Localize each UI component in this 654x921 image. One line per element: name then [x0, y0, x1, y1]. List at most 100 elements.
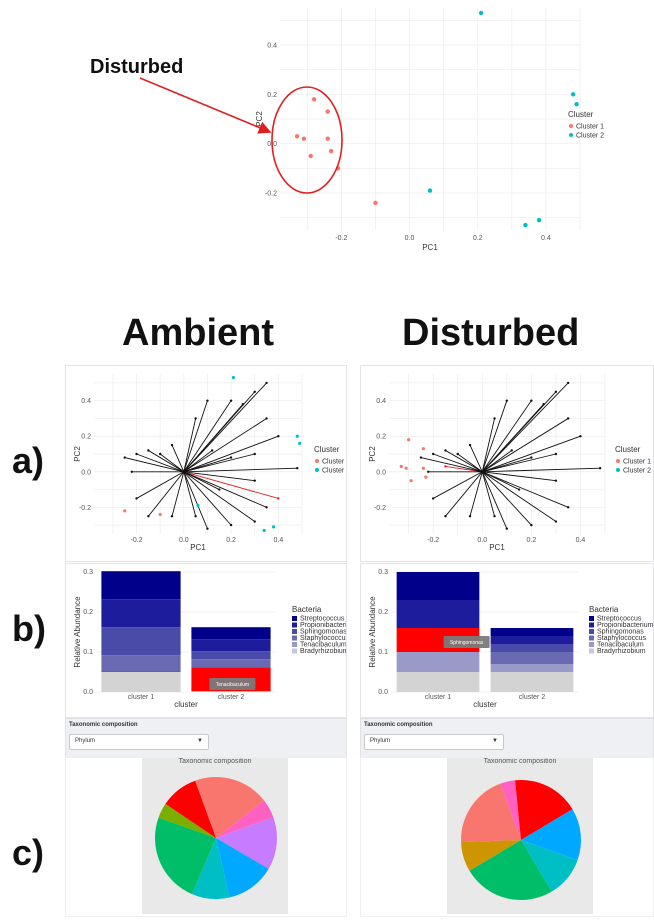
legend-swatch: [569, 133, 573, 137]
y-tick-label: 0.4: [267, 43, 277, 50]
legend-swatch: [616, 468, 620, 472]
loading-arrow-tip: [444, 449, 447, 452]
legend-swatch: [616, 459, 620, 463]
x-tick-label: cluster 1: [425, 694, 452, 701]
loading-arrow-tip: [444, 515, 447, 518]
loading-arrow-tip: [566, 417, 570, 420]
loading-arrow: [481, 400, 508, 472]
loading-arrow-tip: [468, 443, 472, 447]
bar-segment: [490, 636, 574, 644]
phylum-select-ambient-value: Phylum: [75, 738, 96, 744]
pie-slice: [469, 840, 552, 900]
loading-arrow-tip: [530, 523, 533, 527]
y-axis-label: Relative Abundance: [368, 596, 377, 668]
cluster-2-point: [196, 503, 200, 508]
cluster-2-point: [574, 102, 579, 107]
x-axis-label: PC1: [489, 543, 505, 552]
loading-arrow-tip: [135, 497, 138, 500]
y-tick-label: 0.1: [378, 649, 388, 656]
legend-label: Streptococcus: [300, 616, 345, 623]
bar-segment: [490, 664, 574, 672]
biplot-disturbed-panel: -0.2 0.0 0.2 0.4 -0.2 0.0 0.2 0.4 PC1 PC2 Cluster C…: [360, 365, 654, 562]
cluster-1-point: [399, 464, 403, 469]
loading-arrow-tip: [158, 452, 162, 456]
annotation-ellipse: [271, 86, 343, 194]
loading-arrow-tip: [505, 399, 509, 402]
phylum-select-disturbed-value: Phylum: [370, 738, 391, 744]
legend-title: Cluster: [568, 110, 594, 119]
loading-arrow-tip: [510, 449, 513, 452]
y-axis-label: Relative Abundance: [73, 596, 82, 668]
pie-slice: [216, 800, 274, 838]
loading-arrow: [183, 467, 298, 473]
loading-arrow-tip: [431, 452, 435, 456]
loading-arrow: [124, 457, 184, 473]
loading-arrow-tip: [147, 515, 150, 518]
x-tick-label: 0.0: [405, 235, 415, 242]
loading-arrow: [183, 400, 208, 472]
cluster-2-point: [523, 222, 528, 228]
loading-arrow-tip: [554, 479, 558, 482]
loading-arrow: [183, 471, 220, 490]
x-tick-label: cluster 1: [128, 694, 155, 701]
cluster-1-point: [407, 438, 411, 442]
cluster-2-point: [231, 375, 236, 380]
loading-arrow: [183, 382, 267, 473]
y-tick-label: -0.2: [374, 505, 386, 512]
x-tick-label: 0.2: [226, 537, 236, 544]
y-tick-label: 0.2: [376, 434, 386, 441]
loading-arrow-tip: [566, 506, 570, 509]
legend-label: Tenacibaculum: [597, 642, 644, 649]
legend-swatch: [292, 629, 297, 634]
loading-arrow-tip: [444, 465, 447, 468]
taxonomic-control-ambient: Taxonomic composition Phylum ▼: [65, 718, 347, 758]
annotation-overlay: [139, 77, 343, 194]
loading-arrow: [183, 418, 267, 473]
legend-label: Streptococcus: [597, 616, 642, 623]
pie-slice: [158, 803, 216, 838]
bar-disturbed-svg: 0.0 0.1 0.2 0.3 cluster 1 cluster 2 cluster Rel…: [368, 569, 654, 709]
loading-arrow: [183, 457, 232, 473]
loading-arrow-tip: [554, 452, 558, 456]
loading-arrow: [183, 403, 244, 473]
cluster-2-point: [427, 188, 433, 193]
cluster-2-point: [570, 92, 576, 97]
legend-swatch: [589, 648, 594, 654]
loading-arrow-tip: [419, 456, 423, 459]
x-tick-label: 0.0: [477, 537, 487, 544]
loading-arrow-tip: [530, 456, 533, 459]
loading-arrow-tip: [253, 479, 256, 482]
loading-arrow-tip: [241, 403, 245, 406]
y-tick-label: 0.2: [378, 609, 388, 616]
bar-segment: [101, 599, 181, 628]
x-tick-label: 0.4: [273, 537, 283, 544]
loading-arrow-tip: [542, 403, 545, 406]
phylum-select-ambient[interactable]: Phylum ▼: [69, 734, 209, 750]
pie-slice: [515, 780, 573, 840]
y-axis-label: PC2: [368, 446, 377, 462]
loading-arrow: [445, 465, 483, 473]
phylum-select-disturbed[interactable]: Phylum ▼: [364, 734, 504, 750]
loading-arrow: [469, 471, 483, 517]
y-tick-label: 0.2: [83, 609, 93, 616]
loading-arrow-tip: [265, 506, 268, 509]
row-label-a: a): [12, 440, 45, 481]
cluster-1-point: [328, 148, 334, 154]
legend-swatch: [589, 629, 594, 634]
loading-arrow: [148, 471, 185, 517]
legend-swatch: [589, 642, 594, 647]
y-tick-label: 0.2: [81, 434, 91, 441]
column-title-disturbed: Disturbed: [402, 312, 580, 354]
cluster-1-point: [424, 475, 428, 479]
chevron-down-icon: ▼: [492, 738, 498, 744]
loading-arrow: [183, 471, 255, 482]
bar-segment: [396, 672, 480, 692]
legend-label: Sphingomonas: [597, 629, 644, 636]
loading-arrow-tip: [427, 470, 430, 473]
loading-arrow-tip: [218, 488, 221, 491]
loading-arrow: [159, 453, 185, 473]
bar-segment: [191, 651, 271, 660]
bar-ambient-panel: 0.0 0.1 0.2 0.3 cluster 1 cluster 2 cluster Rel…: [65, 563, 357, 718]
y-tick-label: -0.2: [265, 191, 277, 198]
